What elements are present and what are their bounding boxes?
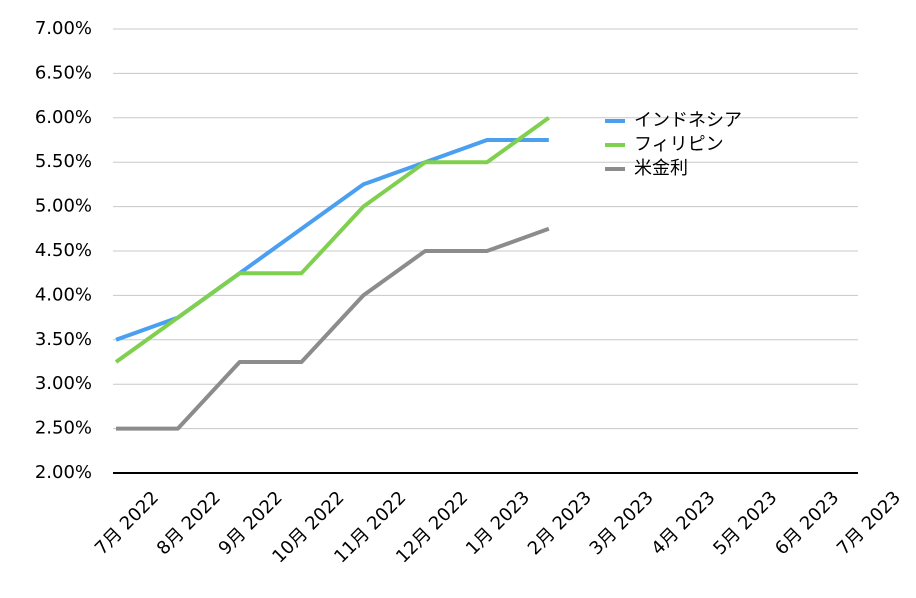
legend-label: フィリピン (634, 134, 724, 155)
x-tick-label: 1月 2023 (462, 487, 534, 559)
y-tick-label: 4.50% (35, 240, 92, 261)
series-line (114, 116, 550, 364)
x-tick-label: 5月 2023 (709, 487, 781, 559)
x-tick-label: 4月 2023 (647, 487, 719, 559)
x-tick-label: 6月 2023 (771, 487, 843, 559)
x-tick-label: 8月 2022 (153, 487, 225, 559)
y-tick-label: 7.00% (35, 18, 92, 39)
y-tick-label: 2.50% (35, 418, 92, 439)
y-tick-label: 5.00% (35, 196, 92, 217)
y-tick-label: 3.00% (35, 373, 92, 394)
x-tick-label: 7月 2022 (91, 487, 163, 559)
y-tick-label: 4.00% (35, 284, 92, 305)
series-line (116, 226, 550, 431)
x-tick-label: 3月 2023 (586, 487, 658, 559)
x-tick-label: 7月 2023 (833, 487, 905, 559)
legend-label: インドネシア (634, 110, 742, 131)
y-tick-label: 2.00% (35, 462, 92, 483)
y-tick-label: 6.00% (35, 107, 92, 128)
y-tick-label: 6.50% (35, 62, 92, 83)
y-tick-label: 3.50% (35, 329, 92, 350)
y-tick-label: 5.50% (35, 151, 92, 172)
legend-label: 米金利 (634, 158, 688, 179)
x-tick-label: 2月 2023 (524, 487, 596, 559)
